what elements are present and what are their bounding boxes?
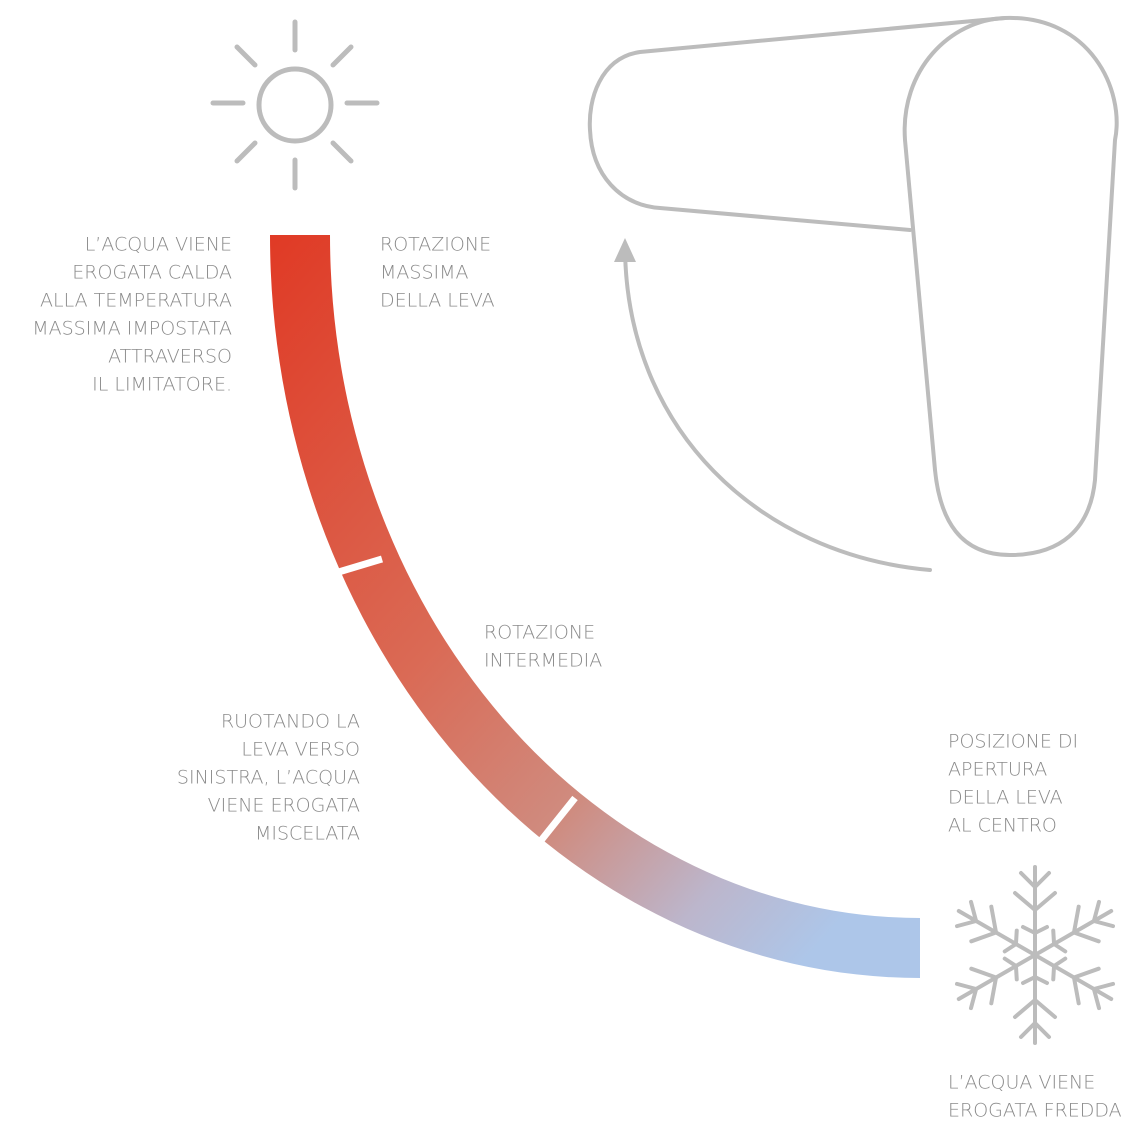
- label-line: AL CENTRO: [948, 815, 1057, 837]
- lever-outline: [587, 15, 1119, 557]
- label-line: ROTAZIONE: [484, 622, 595, 644]
- label-line: MASSIMA IMPOSTATA: [32, 318, 232, 340]
- label-line: APERTURA: [948, 759, 1047, 781]
- label-line: ATTRAVERSO: [108, 346, 232, 368]
- label-line: L’ACQUA VIENE: [85, 234, 232, 256]
- label-line: SINISTRA, L’ACQUA: [177, 767, 360, 789]
- labels: L’ACQUA VIENE EROGATA CALDA ALLA TEMPERATU…: [32, 234, 1121, 1122]
- label-line: INTERMEDIA: [484, 650, 602, 672]
- temperature-arc: [270, 235, 920, 978]
- label-line: VIENE EROGATA: [208, 795, 360, 817]
- snowflake-icon: [946, 865, 1124, 1045]
- label-line: MISCELATA: [255, 823, 360, 845]
- label-line: RUOTANDO LA: [221, 711, 360, 733]
- label-line: ALLA TEMPERATURA: [40, 290, 232, 312]
- label-line: MASSIMA: [380, 262, 469, 284]
- label-line: ROTAZIONE: [380, 234, 491, 256]
- label-line: LEVA VERSO: [241, 739, 360, 761]
- label-line: EROGATA CALDA: [72, 262, 232, 284]
- label-line: L’ACQUA VIENE: [948, 1072, 1095, 1094]
- label-line: DELLA LEVA: [380, 290, 495, 312]
- label-line: DELLA LEVA: [948, 787, 1063, 809]
- label-line: EROGATA FREDDA: [948, 1100, 1122, 1122]
- label-line: IL LIMITATORE.: [92, 374, 232, 396]
- label-line: POSIZIONE DI: [948, 731, 1078, 753]
- sun-icon: [210, 19, 380, 191]
- rotation-arrow: [614, 238, 932, 572]
